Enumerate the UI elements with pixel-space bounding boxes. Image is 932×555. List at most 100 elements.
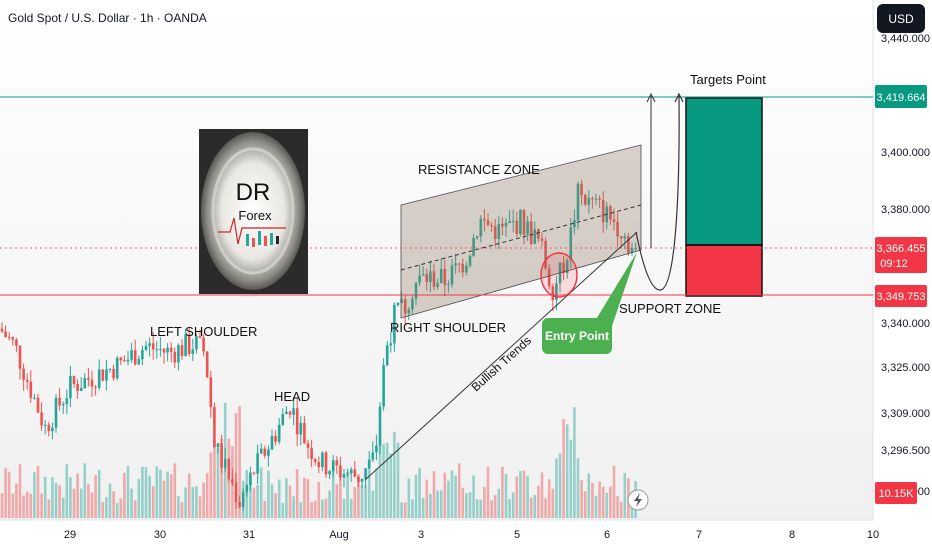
candle-body: [115, 357, 119, 379]
target-box: [685, 97, 763, 246]
volume-bar: [547, 479, 551, 518]
volume-bar: [177, 496, 180, 518]
candle-body: [151, 343, 155, 350]
candle-body: [342, 474, 346, 478]
volume-bar: [209, 452, 213, 518]
candle-body: [331, 460, 335, 472]
candle-body: [173, 351, 177, 363]
entry-point-callout[interactable]: [542, 318, 612, 354]
candle-body: [450, 265, 454, 285]
volume-bar: [587, 473, 591, 518]
candle-body: [508, 221, 511, 223]
candle-body: [177, 345, 180, 363]
entry-point-pointer: [592, 252, 637, 326]
candle-body: [533, 229, 537, 244]
volume-bar: [256, 485, 259, 518]
candle-body: [205, 351, 209, 378]
candle-body: [112, 368, 115, 379]
volume-bar: [573, 407, 576, 518]
candle-body: [184, 334, 187, 357]
volume-layer: [0, 403, 637, 518]
volume-bar: [403, 502, 407, 518]
dip-highlight-circle: [540, 252, 578, 298]
volume-bar: [555, 458, 558, 518]
candle-body: [400, 299, 403, 303]
candle-body: [191, 349, 195, 354]
volume-bar: [187, 473, 191, 518]
candle-body: [425, 274, 429, 283]
volume-bar: [537, 485, 540, 518]
candle-body: [475, 236, 479, 239]
candle-body: [33, 397, 36, 399]
candle-body: [141, 349, 144, 360]
volume-bar: [234, 413, 238, 518]
candle-layer: [0, 179, 637, 511]
price-tick-label: 3,380.000: [881, 204, 930, 216]
volume-bar: [195, 486, 198, 518]
price-tick-label: 3,400.000: [881, 147, 930, 159]
volume-bar: [511, 492, 515, 518]
candle-body: [40, 412, 43, 426]
current-price-tag: [875, 237, 927, 273]
volume-bar: [598, 481, 601, 518]
candle-body: [252, 472, 256, 474]
candle-body: [126, 359, 130, 362]
volume-bar: [155, 466, 159, 518]
volume-bar: [630, 501, 634, 518]
volume-bar: [346, 471, 349, 518]
volume-bar: [414, 474, 418, 518]
candle-body: [461, 263, 465, 273]
candle-body: [544, 240, 547, 269]
candle-body: [403, 299, 407, 314]
volume-bar: [357, 474, 360, 518]
candle-body: [594, 198, 598, 200]
volume-bar: [328, 490, 331, 518]
volume-bar: [285, 478, 288, 518]
volume-bar: [292, 496, 295, 518]
volume-bar: [123, 472, 126, 518]
candle-body: [411, 298, 414, 310]
price-tick-label: 3,340.000: [881, 318, 930, 330]
volume-bar: [569, 439, 573, 518]
candle-body: [576, 183, 580, 221]
volume-bar: [54, 483, 58, 518]
candle-body: [22, 368, 25, 380]
volume-bar: [137, 478, 141, 518]
candle-body: [94, 386, 97, 388]
currency-button[interactable]: USD: [877, 4, 925, 33]
volume-bar: [486, 466, 490, 518]
dr-forex-logo: DR Forex: [199, 129, 308, 294]
volume-bar: [324, 498, 328, 518]
volume-bar: [612, 465, 616, 518]
candle-body: [443, 268, 447, 285]
volume-bar: [483, 486, 486, 518]
volume-bar: [15, 483, 18, 518]
volume-bar: [295, 469, 299, 518]
price-tick-label: 3,309.000: [881, 408, 930, 420]
price-tick-label: 3,440.000: [881, 33, 930, 45]
candle-body: [432, 271, 436, 287]
candle-body: [277, 424, 281, 442]
volume-bar: [461, 487, 465, 518]
candle-body: [25, 379, 29, 382]
volume-bar: [342, 498, 346, 518]
candle-body: [54, 397, 58, 428]
candle-body: [349, 469, 353, 474]
candle-body: [36, 397, 40, 413]
candle-body: [202, 337, 205, 352]
time-tick-label: 6: [604, 529, 610, 541]
candle-body: [519, 210, 522, 234]
candle-body: [454, 263, 457, 266]
candle-body: [436, 283, 439, 287]
candle-body: [101, 369, 105, 381]
candle-body: [79, 388, 83, 391]
candle-body: [612, 219, 616, 222]
volume-bar: [393, 431, 396, 518]
time-tick-label: 31: [243, 529, 255, 541]
candle-body: [389, 343, 393, 346]
volume-bar: [213, 438, 216, 518]
volume-bar: [281, 502, 285, 518]
candle-body: [227, 458, 231, 480]
